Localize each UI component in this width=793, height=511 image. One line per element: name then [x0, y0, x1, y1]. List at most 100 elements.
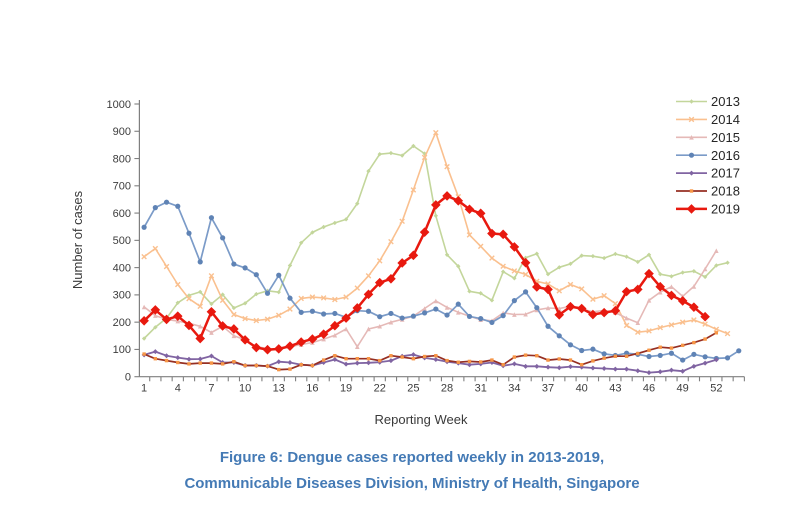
marker	[489, 319, 495, 326]
marker	[365, 308, 372, 314]
y-tick-label: 0	[125, 372, 131, 384]
marker	[377, 151, 382, 157]
marker	[141, 304, 147, 310]
marker	[455, 310, 461, 315]
marker	[321, 311, 327, 317]
marker	[702, 354, 708, 360]
marker	[299, 363, 303, 367]
marker	[624, 315, 629, 321]
marker	[253, 272, 259, 278]
marker	[411, 143, 416, 149]
marker	[523, 353, 528, 357]
marker	[490, 358, 494, 362]
marker	[410, 187, 417, 193]
marker	[139, 315, 149, 326]
marker	[725, 260, 730, 265]
marker	[389, 354, 393, 358]
marker	[332, 296, 338, 303]
marker	[657, 324, 664, 331]
marker	[677, 296, 688, 306]
marker	[197, 259, 203, 265]
x-tick-label: 16	[306, 383, 318, 395]
marker	[433, 129, 439, 136]
marker	[232, 360, 236, 364]
marker	[511, 298, 517, 304]
marker	[422, 306, 427, 311]
marker	[197, 323, 203, 329]
marker	[466, 362, 472, 368]
marker	[613, 354, 618, 358]
marker	[680, 357, 686, 363]
marker	[174, 281, 181, 288]
marker	[576, 303, 587, 314]
marker	[186, 356, 192, 362]
marker	[601, 351, 607, 357]
marker	[588, 309, 598, 320]
marker	[691, 317, 697, 323]
marker	[591, 359, 595, 363]
marker	[231, 311, 237, 318]
marker	[354, 360, 360, 366]
x-tick-label: 43	[609, 383, 621, 395]
x-tick-label: 1	[141, 383, 147, 395]
marker	[377, 314, 383, 320]
legend-item-2018: 2018	[676, 184, 740, 199]
marker	[195, 333, 206, 344]
marker	[479, 360, 483, 364]
marker	[163, 199, 170, 205]
marker	[646, 370, 652, 376]
marker	[689, 170, 694, 176]
marker	[557, 265, 562, 270]
marker	[366, 168, 371, 174]
marker	[543, 284, 553, 295]
marker	[453, 196, 464, 206]
marker	[310, 363, 315, 368]
marker	[713, 326, 720, 333]
marker	[545, 323, 551, 329]
marker	[142, 352, 146, 356]
marker	[691, 284, 697, 289]
x-axis-title: Reporting Week	[375, 412, 468, 427]
legend-label: 2014	[711, 112, 740, 127]
marker	[478, 291, 483, 296]
marker	[141, 253, 147, 260]
y-tick-label: 600	[113, 208, 131, 220]
x-tick-label: 28	[441, 383, 453, 395]
marker	[655, 281, 666, 292]
marker	[500, 313, 506, 319]
marker	[309, 308, 316, 314]
y-tick-label: 200	[113, 317, 131, 329]
marker	[669, 284, 674, 290]
marker	[343, 217, 349, 222]
marker	[444, 312, 450, 318]
marker	[466, 232, 473, 238]
marker	[703, 337, 707, 341]
marker	[321, 224, 326, 230]
marker	[231, 261, 237, 267]
marker	[172, 311, 183, 321]
marker	[219, 297, 226, 304]
marker	[309, 294, 316, 300]
x-tick-label: 10	[239, 383, 251, 395]
marker	[498, 229, 508, 240]
marker	[657, 369, 663, 375]
marker	[523, 311, 528, 317]
marker	[601, 366, 607, 372]
legend-item-2016: 2016	[676, 148, 740, 163]
marker	[579, 253, 584, 258]
marker	[217, 321, 228, 331]
marker	[579, 347, 585, 354]
marker	[277, 367, 281, 372]
marker	[512, 276, 517, 281]
marker	[206, 306, 217, 317]
marker	[442, 191, 452, 201]
legend-label: 2015	[711, 130, 740, 145]
marker	[198, 289, 203, 295]
marker	[534, 363, 540, 369]
marker	[264, 316, 271, 322]
marker	[522, 289, 529, 295]
marker	[422, 354, 427, 359]
marker	[500, 269, 506, 274]
marker	[153, 357, 158, 361]
marker	[298, 240, 304, 246]
